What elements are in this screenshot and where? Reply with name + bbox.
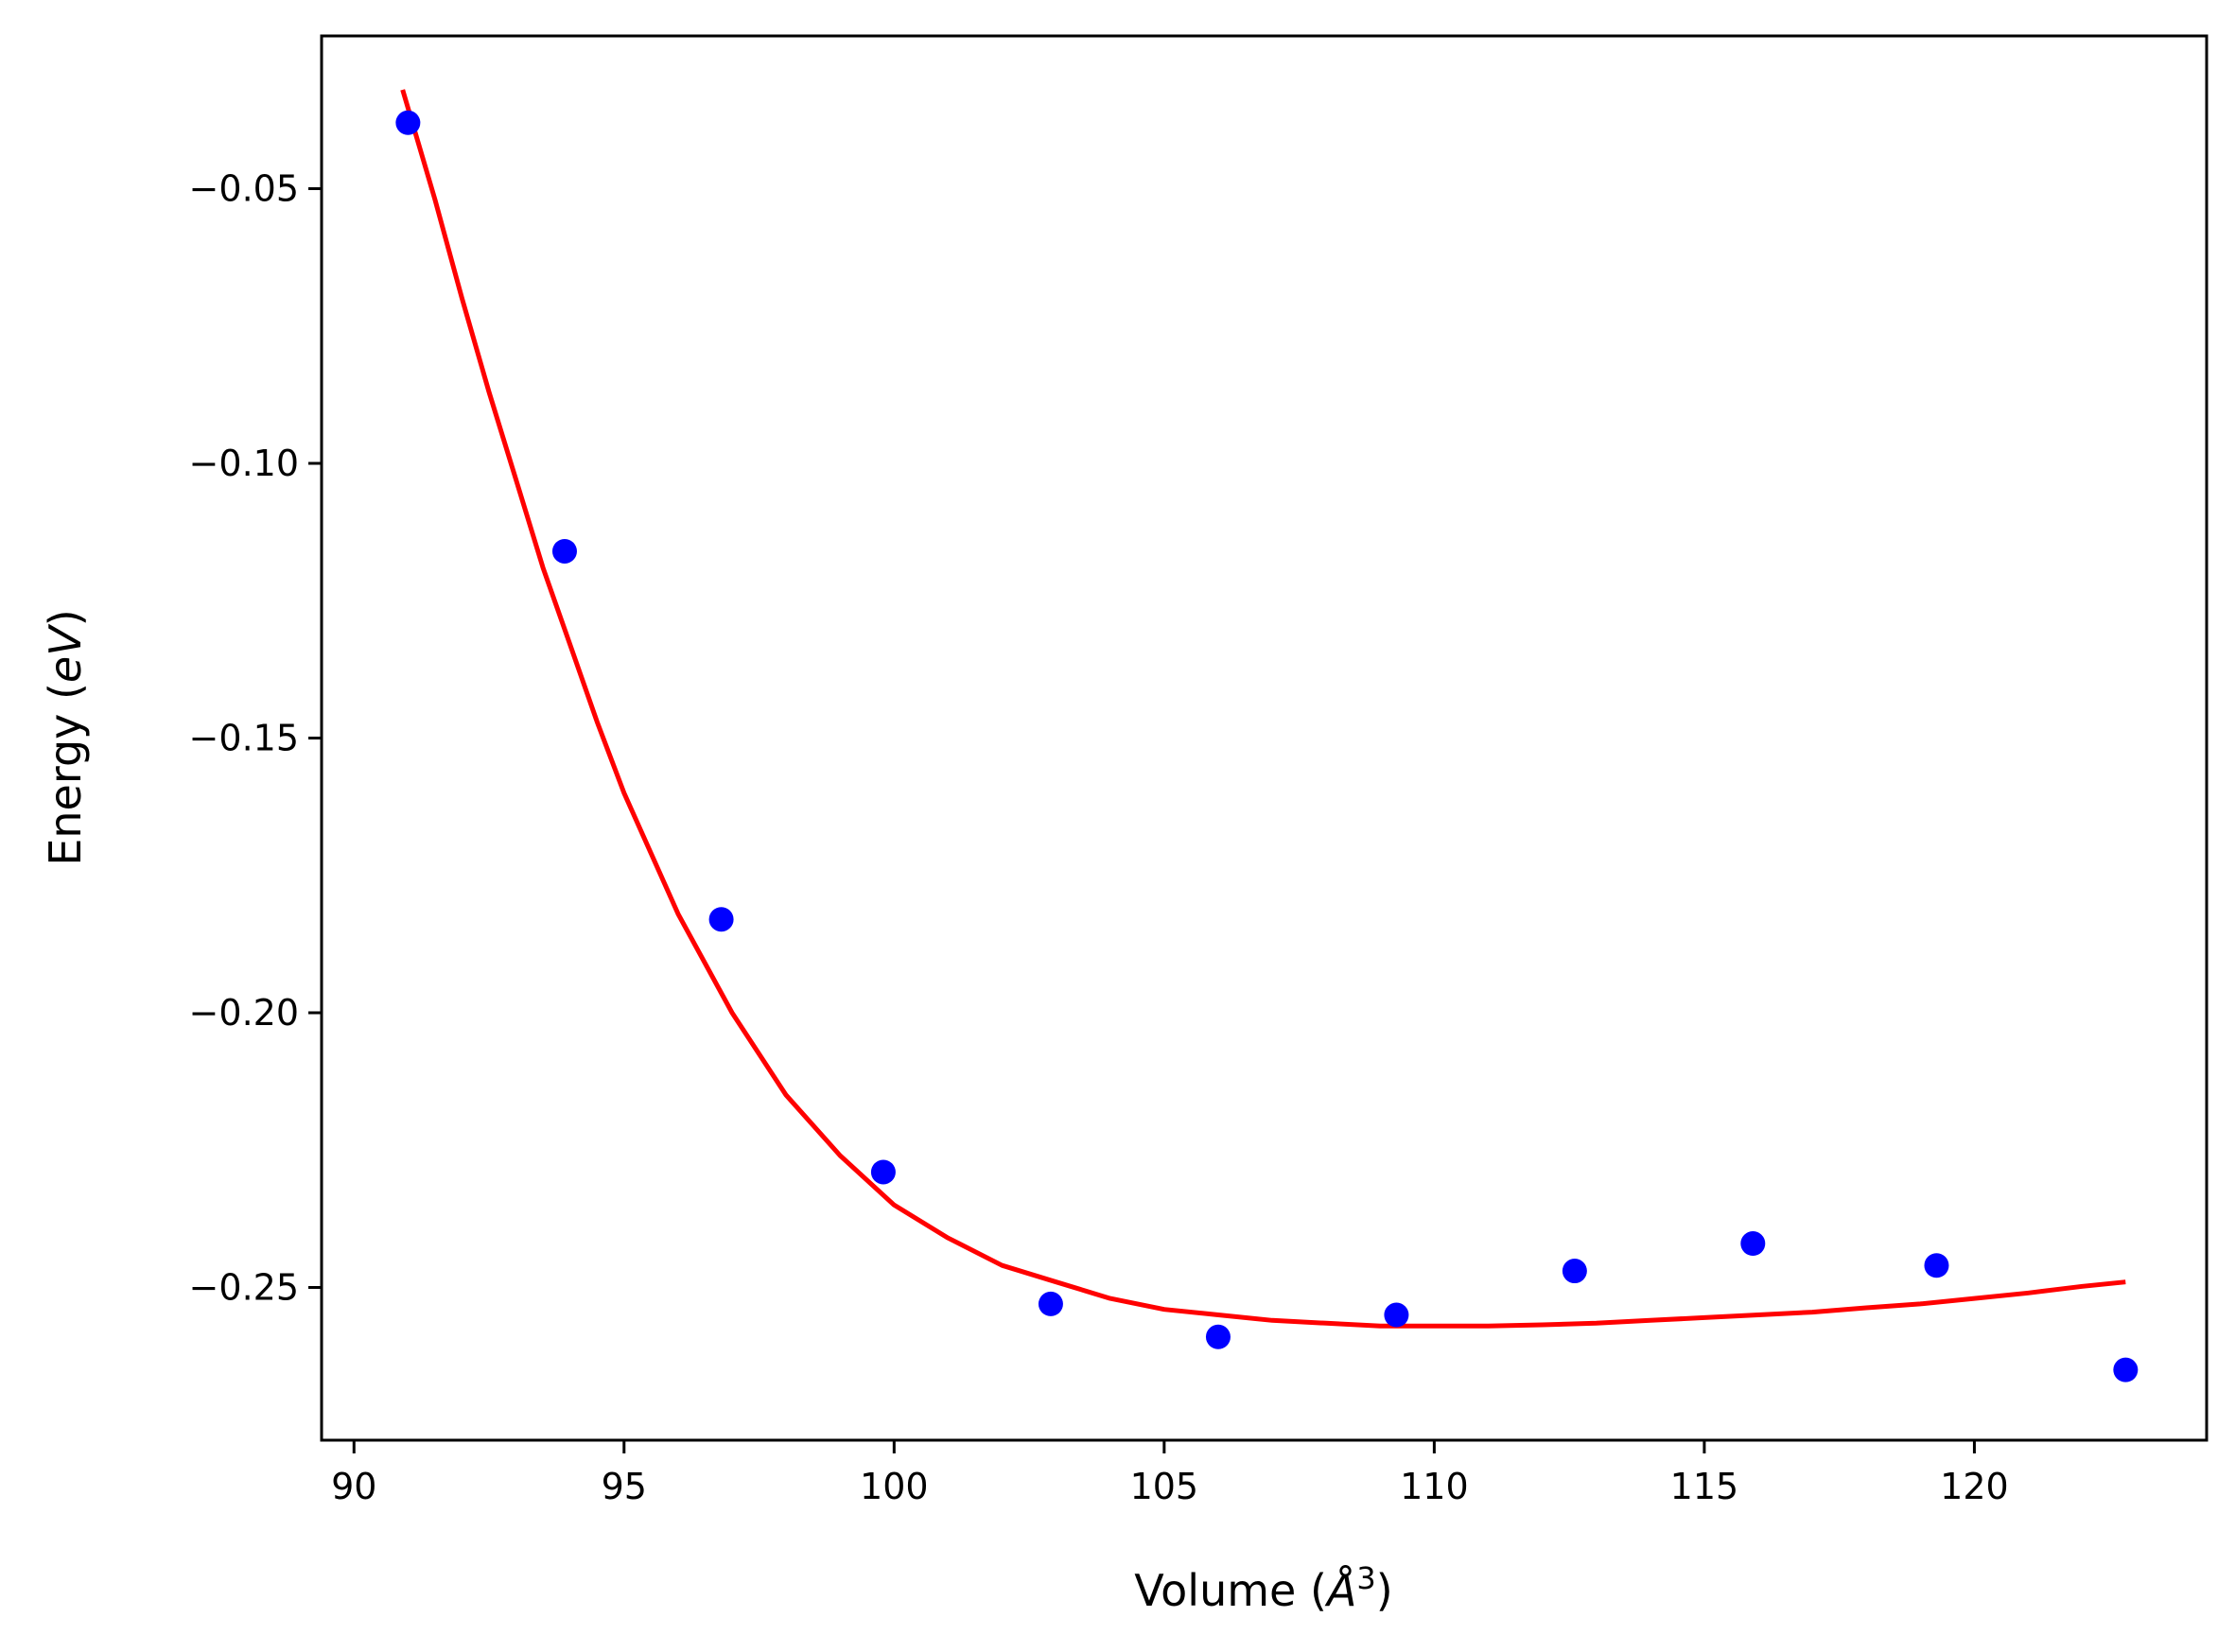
- fit-curve: [400, 89, 2126, 1329]
- data-point: [1740, 1231, 1766, 1257]
- x-tick-label: 100: [860, 1466, 929, 1507]
- data-point: [1562, 1259, 1587, 1284]
- axis-ticks: 90 95 100 105 110 115 120 −0.05 −0.10 −0.15 −0.20 −…: [189, 168, 2009, 1507]
- y-tick-label: −0.15: [189, 718, 299, 759]
- data-point: [708, 907, 734, 932]
- x-tick-label: 105: [1130, 1466, 1199, 1507]
- data-point: [551, 538, 577, 564]
- y-tick-label: −0.10: [189, 443, 299, 484]
- y-axis-label-text: Energy: [40, 714, 91, 866]
- x-tick-label: 120: [1940, 1466, 2009, 1507]
- y-axis-label: Energy (eV): [40, 609, 91, 865]
- x-tick-label: 115: [1670, 1466, 1739, 1507]
- y-tick-label: −0.20: [189, 992, 299, 1034]
- y-axis-unit: eV: [40, 623, 91, 683]
- y-tick-label: −0.05: [189, 168, 299, 210]
- plot-marks: [395, 89, 2139, 1382]
- data-point: [2113, 1357, 2139, 1382]
- x-tick-label: 90: [331, 1466, 376, 1507]
- data-point: [870, 1159, 896, 1185]
- data-point: [1205, 1324, 1231, 1349]
- x-axis-label-text: Volume: [1134, 1565, 1296, 1616]
- x-tick-label: 110: [1400, 1466, 1469, 1507]
- data-point: [1038, 1291, 1063, 1316]
- data-point: [1384, 1302, 1409, 1328]
- x-axis-unit-exponent: 3: [1356, 1560, 1375, 1596]
- x-tick-label: 95: [602, 1466, 647, 1507]
- x-axis-unit: Å: [1324, 1565, 1356, 1616]
- data-point: [395, 110, 421, 135]
- y-tick-label: −0.25: [189, 1266, 299, 1308]
- x-axis-label: Volume (Å3): [1134, 1560, 1392, 1616]
- data-point: [1924, 1253, 1949, 1278]
